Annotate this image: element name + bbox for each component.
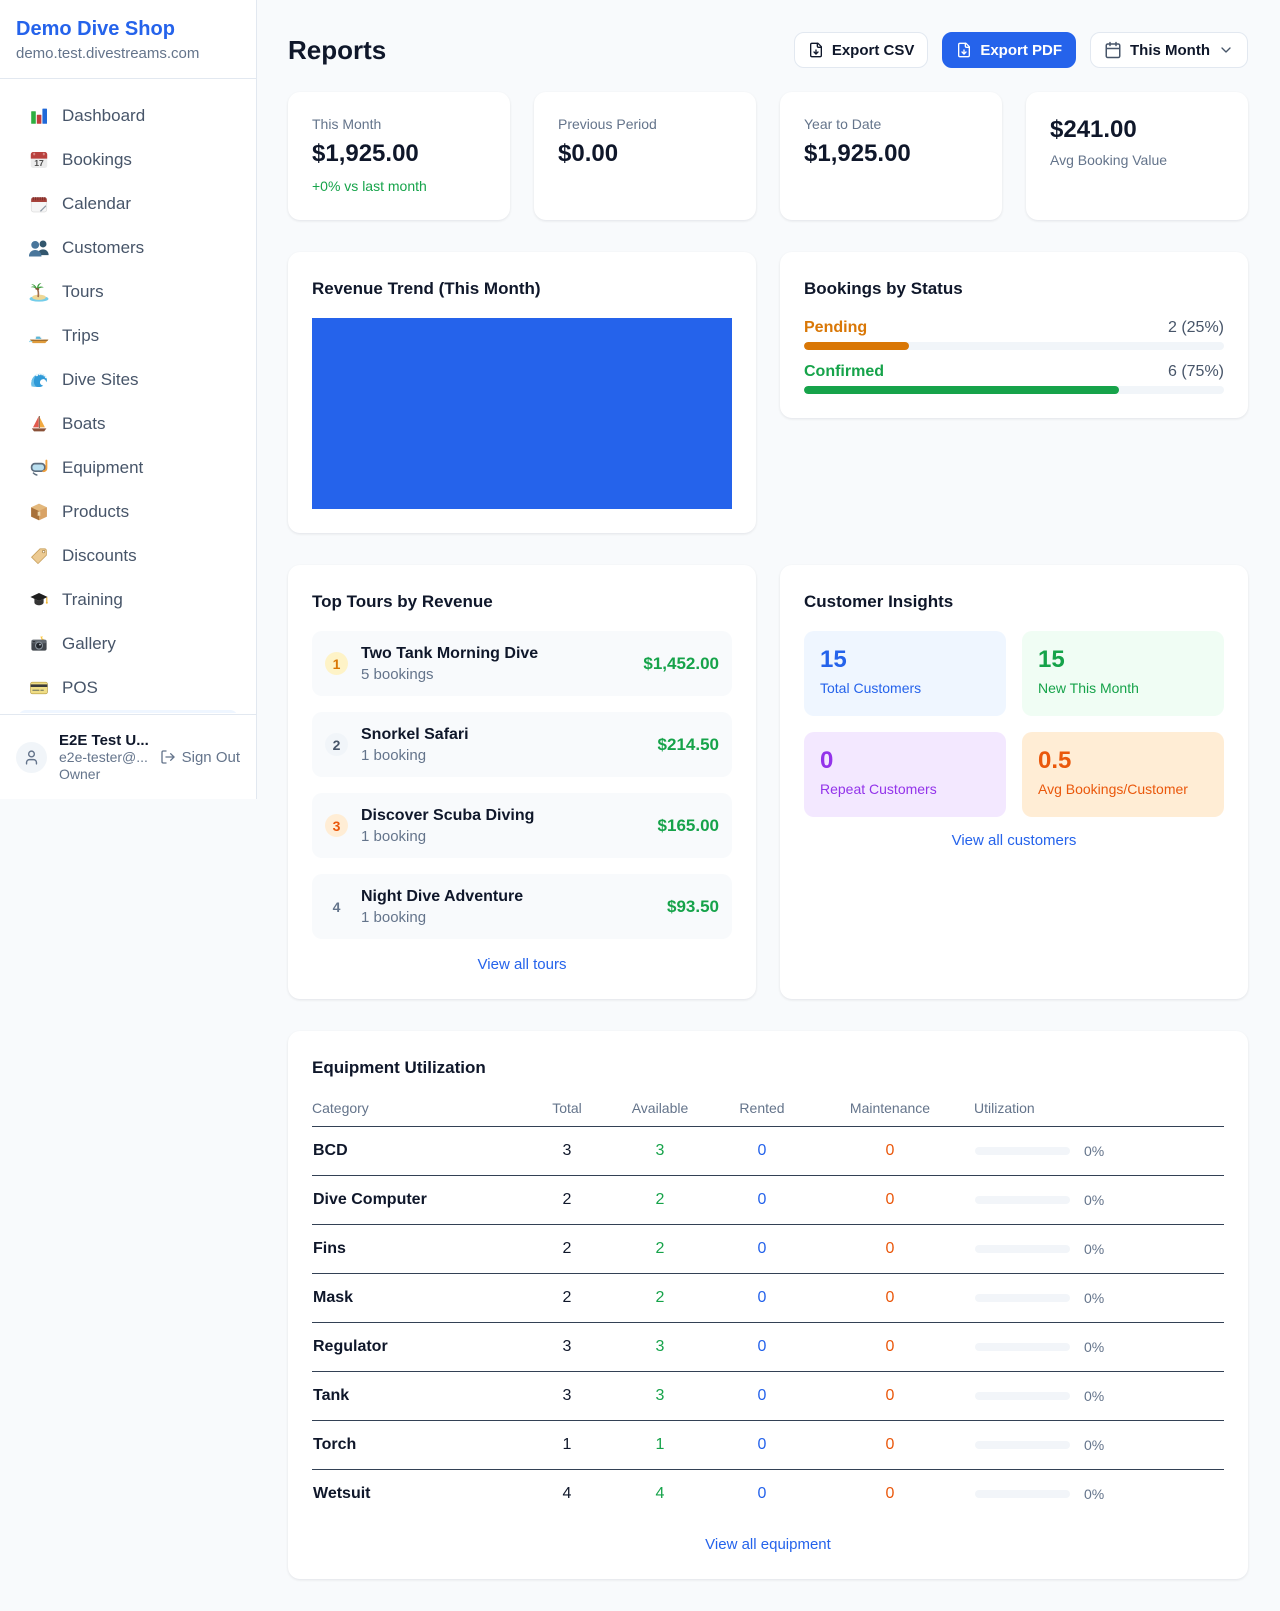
svg-text:17: 17 xyxy=(34,158,44,168)
